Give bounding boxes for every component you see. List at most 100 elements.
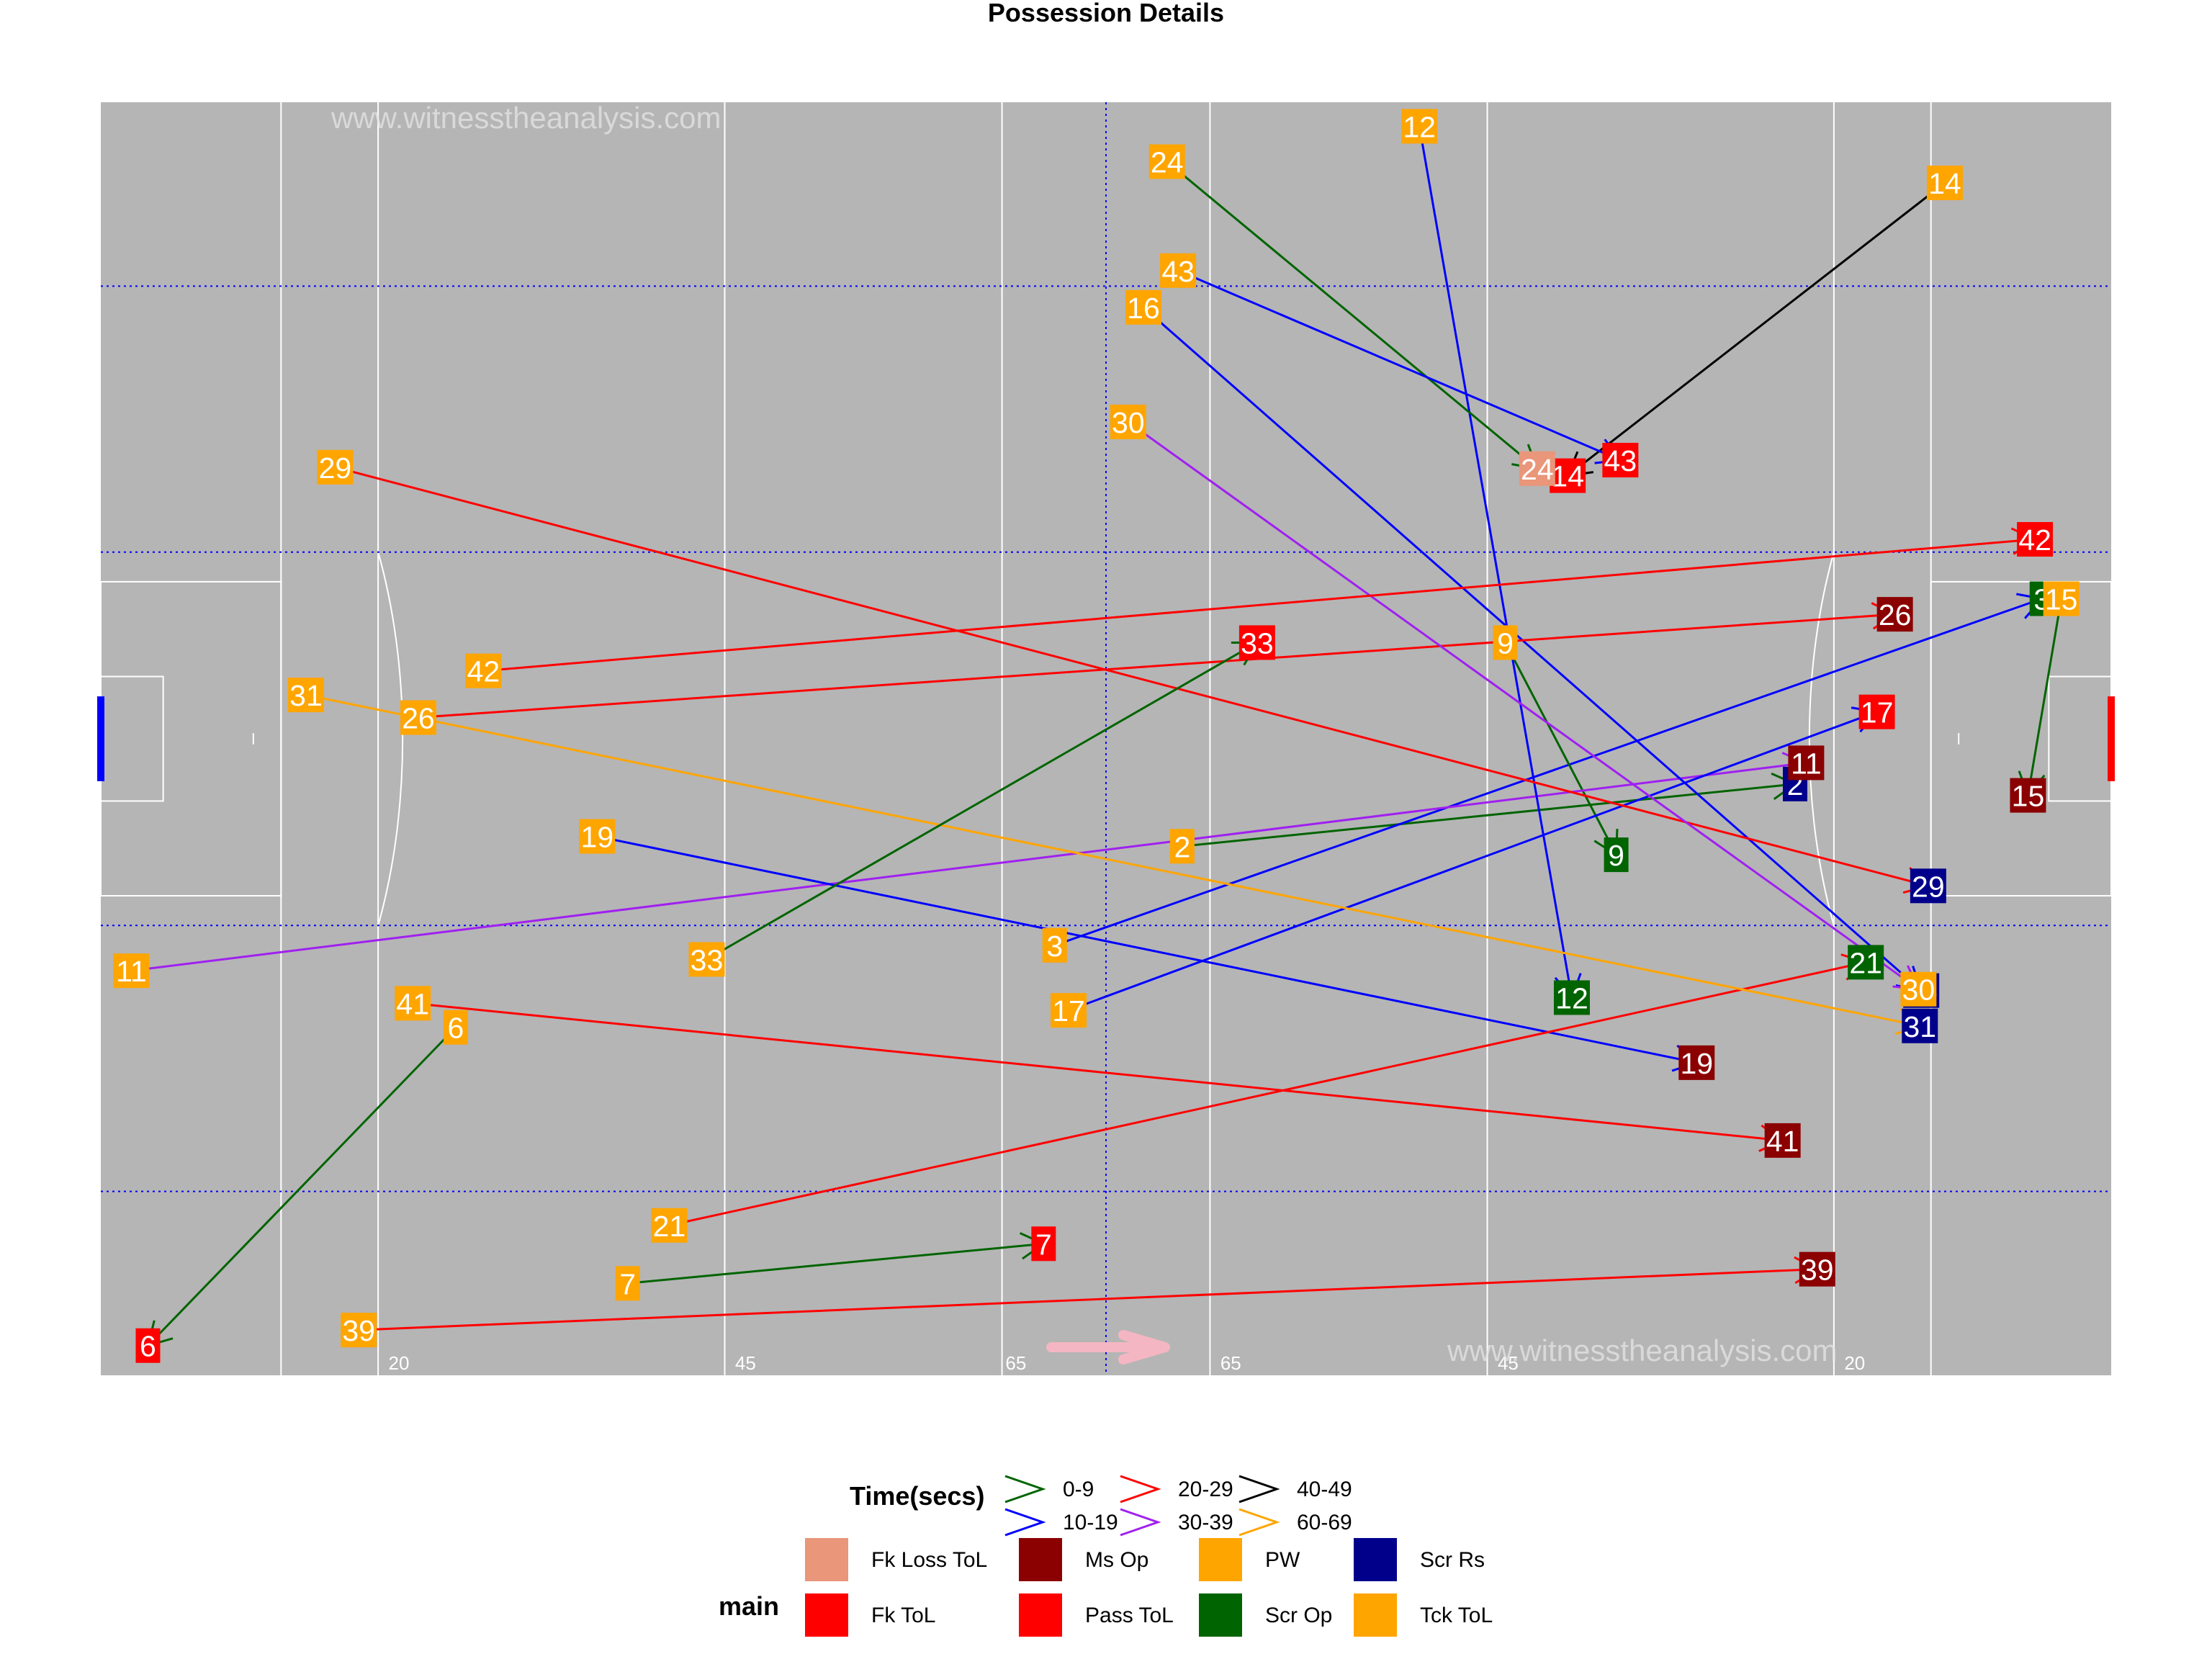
possession-end-label: 42: [2018, 523, 2051, 557]
possession-start-label: 33: [691, 943, 724, 976]
legend-time-arrow-icon: [1004, 1508, 1046, 1537]
possession-end-label-box: [1519, 451, 1555, 486]
possession-start-label-box: [113, 953, 150, 989]
legend-main-swatch: [1354, 1593, 1397, 1637]
possession-start-label-box: [1110, 404, 1146, 439]
pitch-tick-label: 20: [389, 1352, 410, 1374]
possession-start-label-box: [1051, 993, 1087, 1028]
possession-start-label-box: [1148, 144, 1185, 179]
possession-line: [483, 538, 2036, 673]
legend-main-title: main: [719, 1591, 779, 1621]
possession-end-label: 6: [140, 1330, 156, 1363]
legend-main-label: Fk ToL: [871, 1604, 936, 1627]
possession-start-label-box: [615, 1266, 640, 1301]
possession-start-label-box: [317, 449, 354, 485]
pitch-arc: [377, 552, 404, 926]
legend-main-swatch: [1019, 1538, 1062, 1581]
possession-end-label: 41: [1766, 1125, 1799, 1158]
watermark-top: www.witnesstheanalysis.com: [331, 101, 721, 135]
legend: Time(secs) 0-910-1920-2930-3940-4960-69 …: [719, 1475, 1493, 1637]
possession-end-label-box: [2010, 778, 2046, 813]
pitch-arc: [1808, 552, 1835, 926]
possession-start-label-box: [400, 700, 436, 735]
possession-start-label-box: [1493, 625, 1518, 660]
possession-end-label: 43: [1604, 444, 1637, 477]
possession-start-label: 12: [1403, 110, 1436, 143]
legend-time-title: Time(secs): [850, 1481, 984, 1511]
legend-main-label: Fk Loss ToL: [871, 1548, 987, 1572]
legend-time-label: 60-69: [1297, 1511, 1352, 1534]
possession-end-label: 11: [1791, 747, 1822, 780]
possession-line: [418, 613, 1895, 719]
legend-time-label: 30-39: [1178, 1511, 1233, 1534]
possession-line: [597, 835, 1697, 1064]
possession-start-label: 7: [619, 1267, 636, 1300]
possession-end-label-box: [1910, 868, 1946, 904]
possession-line: [359, 1268, 1817, 1331]
possession-end-label-box: [1876, 597, 1913, 632]
possession-start-label-box: [341, 1313, 377, 1348]
possession-start-label: 41: [396, 987, 429, 1020]
legend-time-label: 40-49: [1297, 1478, 1352, 1501]
possession-start-label-box: [1169, 829, 1195, 864]
legend-main-label: Scr Rs: [1420, 1548, 1485, 1572]
legend-time-arrow-icon: [1120, 1508, 1161, 1537]
possession-end-label-box: [135, 1328, 161, 1363]
possession-end-label-box: [1788, 745, 1825, 781]
possession-end-label: 9: [1608, 839, 1624, 872]
possession-line: [1127, 421, 1920, 990]
possession-end-label: 39: [1801, 1254, 1834, 1287]
possession-end-label-box: [1848, 945, 1884, 980]
possession-end-label-box: [1900, 971, 1937, 1007]
possession-start-label: 39: [342, 1314, 375, 1347]
legend-main-label: Scr Op: [1265, 1604, 1332, 1627]
possession-start-label: 21: [653, 1210, 686, 1243]
possession-end-label-box: [1902, 1008, 1938, 1043]
legend-main-swatch: [805, 1538, 848, 1581]
possession-end-label: 17: [1861, 696, 1894, 729]
possession-start-label-box: [1160, 253, 1197, 288]
possession-start-label-box: [465, 653, 502, 688]
possession-line: [1054, 598, 2043, 947]
possession-end-label-box: [1799, 1251, 1835, 1287]
pitch-tick-label: 45: [1498, 1352, 1519, 1374]
possession-end-label: 24: [1521, 453, 1554, 486]
possession-line: [1567, 181, 1946, 477]
legend-main-swatch: [805, 1593, 848, 1637]
legend-time-arrow-icon: [1004, 1475, 1046, 1503]
possession-line: [2026, 598, 2063, 796]
legend-main-label: Pass ToL: [1085, 1604, 1174, 1627]
possession-line: [131, 761, 1807, 972]
legend-main-swatch: [1199, 1593, 1242, 1637]
possession-line: [669, 961, 1866, 1227]
possession-line: [1142, 306, 1923, 992]
possession-start-label: 42: [467, 655, 500, 688]
possession-end-label: 7: [1035, 1228, 1052, 1261]
possession-end-label: 19: [1680, 1047, 1713, 1080]
possession-line: [1166, 161, 1538, 469]
possession-line: [335, 466, 1929, 887]
possession-end-label: 14: [1551, 460, 1584, 493]
legend-time-label: 20-29: [1178, 1478, 1233, 1501]
possession-end-label-box: [1602, 443, 1639, 478]
possession-line: [627, 1242, 1044, 1285]
possession-start-label-box: [1401, 109, 1438, 144]
pitch-tick-label: 20: [1844, 1352, 1865, 1374]
possession-start-label: 9: [1497, 626, 1514, 660]
chart-title: Possession Details: [988, 0, 1224, 27]
possession-start-label: 29: [319, 451, 352, 485]
possession-end-label: 33: [1241, 626, 1274, 660]
possession-end-label: 21: [1849, 946, 1882, 979]
possession-start-label: 3: [1046, 930, 1063, 963]
possession-end-label: 31: [1903, 1010, 1936, 1043]
legend-time-label: 10-19: [1063, 1511, 1118, 1534]
possession-start-label-box: [443, 1010, 468, 1045]
legend-time-arrow-icon: [1238, 1475, 1280, 1503]
pitch: 20 45 65 65 45 20: [97, 102, 2115, 1375]
possession-marks: 2233667799111112121414151516161717191921…: [113, 109, 2080, 1363]
possession-end-label-box: [1678, 1045, 1715, 1080]
legend-main-label: PW: [1265, 1548, 1300, 1572]
possession-start-label: 2: [1174, 830, 1190, 863]
pitch-tick-label: 45: [735, 1352, 756, 1374]
